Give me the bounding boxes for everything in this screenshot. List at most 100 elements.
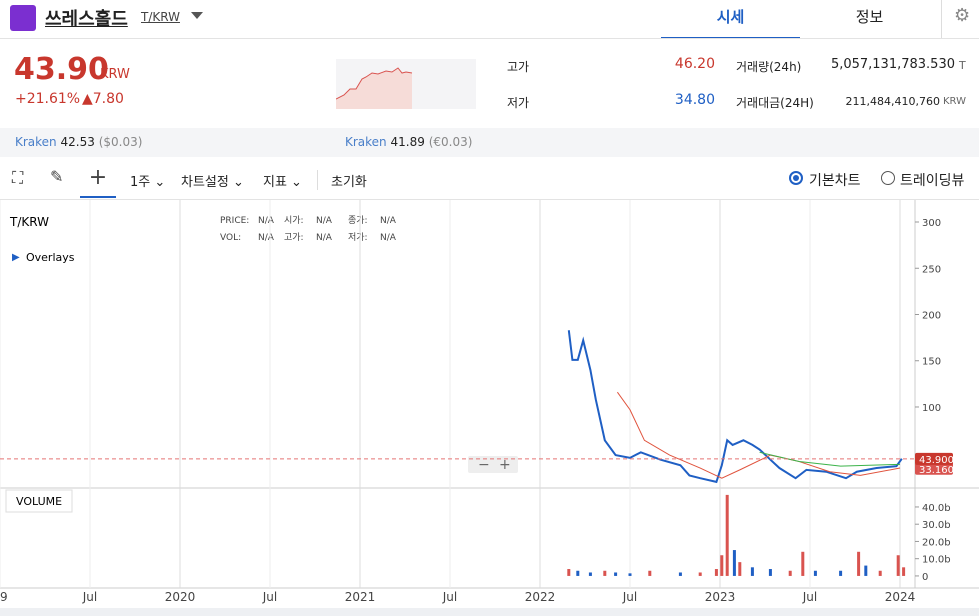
volume-bar [725, 494, 729, 576]
price-tag-label: 33.160 [919, 465, 954, 476]
change: ▲7.80 [82, 91, 124, 107]
crosshair-icon[interactable]: + [80, 160, 116, 198]
exchange-name: Kraken [15, 135, 57, 149]
legend-value: N/A [258, 216, 275, 226]
divider [941, 0, 942, 38]
x-tick-label: Jul [622, 590, 637, 604]
exchange-row [0, 128, 979, 157]
volume-bar [738, 562, 742, 576]
legend-label: PRICE: [220, 216, 249, 226]
draw-icon[interactable]: ✎ [50, 167, 64, 186]
x-tick-label: 19 [0, 590, 8, 604]
legend-label: 고가: [284, 232, 304, 243]
stat-label: 거래량(24h) [736, 60, 802, 74]
unit: KRW [943, 96, 966, 107]
price-tag [915, 452, 953, 465]
volume-bar [648, 570, 652, 576]
divider [0, 199, 979, 200]
price-tag-label: 43.900 [919, 455, 954, 466]
symbol: T/KRW [9, 215, 49, 229]
settings[interactable]: 차트설정 ⌄ [181, 175, 244, 190]
volume-bar [896, 555, 900, 576]
low: 34.80 [674, 92, 715, 108]
x-tick-label: Jul [802, 590, 817, 604]
legend-value: N/A [380, 233, 397, 243]
logo [10, 5, 36, 31]
volume-bar [750, 567, 754, 576]
volume-bar [878, 570, 882, 576]
exchange-diff: ($0.03) [98, 135, 143, 149]
panel-title: VOLUME [16, 495, 62, 508]
radio-label[interactable]: 기본차트 [809, 173, 861, 189]
legend-value: N/A [316, 233, 333, 243]
x-tick-label: 2023 [705, 590, 736, 604]
volume: 5,057,131,783.530 [830, 57, 955, 72]
volume-bar [768, 569, 772, 576]
volume-bar [576, 570, 580, 576]
volume-bar [628, 573, 632, 576]
last-price: 43.90 [14, 52, 109, 87]
overlays[interactable]: Overlays [26, 251, 75, 264]
volume-bar [678, 572, 682, 576]
zoom-out[interactable]: − [478, 457, 490, 473]
unit: T [959, 59, 966, 72]
radio-label[interactable]: 트레이딩뷰 [900, 173, 965, 189]
volume-bar [714, 569, 718, 576]
settings-icon[interactable]: ⚙ [954, 5, 971, 26]
chart: T/KRW ▶ Overlays − + PRICE: N/A 시가: N/A 종가: N… [0, 200, 979, 616]
change-pct: +21.61% [15, 91, 81, 107]
y-tick-label: 200 [922, 310, 941, 321]
coin-title[interactable]: 쓰레스홀드 [45, 9, 128, 30]
tab[interactable]: 정보 [855, 8, 884, 26]
pair[interactable]: T/KRW [141, 10, 180, 24]
price-line [567, 330, 903, 484]
legend-label: 종가: [348, 215, 368, 226]
exchange: Kraken 42.53 ($0.03) [15, 135, 142, 149]
y-tick-label: 250 [922, 264, 941, 275]
stat-label: 거래대금(24H) [736, 96, 814, 110]
legend-value: N/A [380, 216, 397, 226]
y-tick-label: 40.0b [922, 503, 951, 514]
sparkline [336, 59, 476, 109]
y-tick-label: 300 [922, 218, 941, 229]
x-tick-label: 2022 [525, 590, 556, 604]
legend-value: N/A [316, 216, 333, 226]
moving-average [759, 451, 901, 467]
amount: 211,484,410,760 [845, 95, 940, 108]
svg-text:▶: ▶ [12, 252, 20, 263]
exchange-name: Kraken [345, 135, 387, 149]
fullscreen-icon[interactable]: ⛶ [12, 168, 24, 187]
high: 46.20 [674, 56, 715, 72]
x-tick-label: Jul [82, 590, 97, 604]
zoom-in[interactable]: + [499, 457, 511, 473]
exchange: Kraken 41.89 (€0.03) [345, 135, 472, 149]
legend-label: 시가: [284, 215, 304, 226]
currency: KRW [100, 67, 130, 82]
divider [0, 38, 979, 39]
volume-bar [698, 572, 702, 576]
volume-bar [603, 570, 607, 576]
indicators[interactable]: 지표 ⌄ [263, 175, 302, 190]
y-tick-label: 30.0b [922, 520, 951, 531]
volume-bar [588, 572, 592, 576]
price-tag [915, 462, 953, 475]
divider [317, 170, 318, 190]
y-tick-label: 20.0b [922, 537, 951, 548]
interval[interactable]: 1주 ⌄ [130, 175, 166, 190]
y-tick-label: 0 [922, 572, 928, 583]
dropdown[interactable] [191, 12, 203, 19]
y-tick-label: 100 [922, 403, 941, 414]
radio[interactable] [881, 171, 895, 185]
volume-bar [839, 570, 843, 576]
tab[interactable]: 시세 [661, 0, 800, 39]
exchange-price: 41.89 [390, 135, 425, 149]
exchange-price: 42.53 [60, 135, 95, 149]
legend-label: 저가: [348, 232, 368, 243]
radio-checked[interactable] [789, 171, 803, 185]
volume-bar [902, 567, 906, 576]
volume-bar [720, 555, 724, 576]
volume-bar [788, 570, 792, 576]
reset[interactable]: 초기화 [331, 175, 367, 190]
volume-bar [732, 550, 736, 576]
